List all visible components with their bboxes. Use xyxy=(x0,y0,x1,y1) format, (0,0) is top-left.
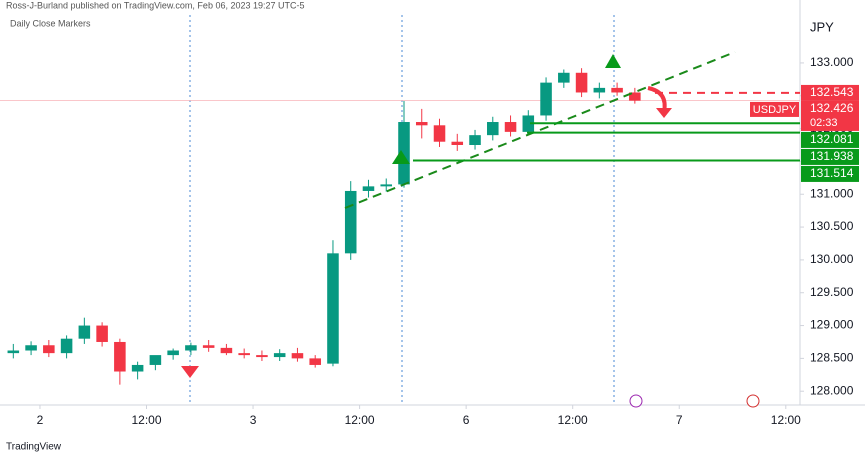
candle-body xyxy=(220,347,233,354)
event-icon xyxy=(629,394,643,408)
down-marker xyxy=(181,366,199,378)
price-label: 132.543 xyxy=(810,85,854,99)
candle-body xyxy=(256,355,268,358)
x-tick-label: 12:00 xyxy=(131,413,161,427)
candle-body xyxy=(25,345,37,351)
candle-body xyxy=(185,345,197,351)
price-label-box xyxy=(801,165,859,182)
candle-body xyxy=(202,345,215,348)
candle-body xyxy=(451,141,464,145)
candle-body xyxy=(131,364,144,372)
price-label: 131.938 xyxy=(810,149,854,163)
indicator-name: Daily Close Markers xyxy=(10,18,91,28)
candle-body xyxy=(380,184,393,187)
price-label-box xyxy=(801,84,859,101)
price-label-box xyxy=(801,131,859,148)
candle-body xyxy=(629,92,641,101)
currency-label: JPY xyxy=(810,19,834,34)
y-tick-label: 128.000 xyxy=(810,383,854,397)
candle-body xyxy=(344,190,357,254)
last-price-label: 132.426 xyxy=(810,101,854,115)
candle-body xyxy=(415,122,428,126)
candle-body xyxy=(433,125,446,142)
candle-body xyxy=(558,72,570,83)
y-tick-label: 129.500 xyxy=(810,285,854,299)
candle-body xyxy=(522,115,535,132)
candle-body xyxy=(504,122,517,132)
candle-body xyxy=(114,341,126,372)
publisher-note: Ross-J-Burland published on TradingView.… xyxy=(6,0,305,10)
candle-body xyxy=(78,325,91,339)
candle-body xyxy=(7,350,20,354)
candle-body xyxy=(238,353,250,356)
candle-body xyxy=(327,253,339,364)
x-tick-label: 12:00 xyxy=(771,413,801,427)
candle-body xyxy=(575,72,588,93)
candle-body xyxy=(398,122,410,185)
price-label-box xyxy=(801,148,859,165)
y-tick-label: 131.000 xyxy=(810,186,854,200)
candle-body xyxy=(43,345,55,354)
price-label: 131.514 xyxy=(810,166,854,180)
candle-body xyxy=(469,135,481,145)
y-tick-label: 129.000 xyxy=(810,318,854,332)
y-tick-label: 128.500 xyxy=(810,351,854,365)
candle-body xyxy=(540,82,552,116)
y-tick-label: 130.000 xyxy=(810,252,854,266)
x-tick-label: 2 xyxy=(37,413,44,427)
candle-body xyxy=(487,122,499,136)
candle-body xyxy=(60,338,73,354)
price-label: 132.081 xyxy=(810,132,854,146)
candle-body xyxy=(291,353,304,359)
candle-body xyxy=(611,87,623,93)
last-price-box xyxy=(801,100,859,131)
x-tick-label: 6 xyxy=(463,413,470,427)
up-marker xyxy=(392,150,410,164)
candle-body xyxy=(273,353,286,358)
symbol-box xyxy=(750,101,799,117)
x-tick-label: 7 xyxy=(676,413,683,427)
brand: TradingView xyxy=(6,442,62,453)
trend-line xyxy=(344,51,736,209)
x-tick-label: 12:00 xyxy=(345,413,375,427)
symbol-label: USDJPY xyxy=(753,104,797,116)
candle-body xyxy=(149,355,162,365)
candle-body xyxy=(593,87,606,93)
candle-body xyxy=(96,325,108,342)
y-tick-label: 130.500 xyxy=(810,219,854,233)
candle-body xyxy=(362,186,375,191)
arrow-head xyxy=(656,108,672,118)
candle-body xyxy=(309,358,321,365)
event-icon xyxy=(746,394,760,408)
countdown: 02:33 xyxy=(810,117,838,129)
x-tick-label: 12:00 xyxy=(558,413,588,427)
y-tick-label: 133.000 xyxy=(810,55,854,69)
candle-body xyxy=(167,350,179,356)
x-tick-label: 3 xyxy=(250,413,257,427)
up-marker xyxy=(605,54,621,68)
